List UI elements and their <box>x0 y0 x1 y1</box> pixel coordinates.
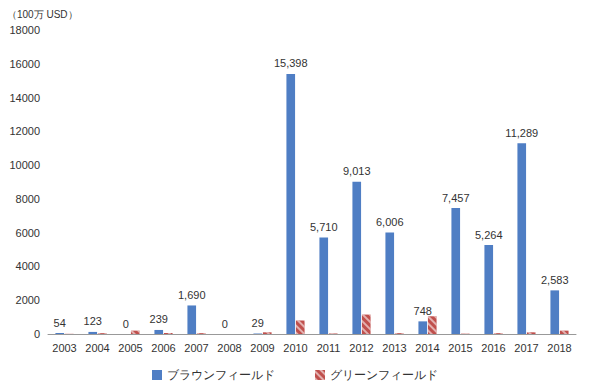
svg-text:2005: 2005 <box>118 342 142 354</box>
svg-text:1,690: 1,690 <box>178 289 206 301</box>
svg-text:18000: 18000 <box>9 24 40 36</box>
svg-text:12000: 12000 <box>9 125 40 137</box>
svg-text:2004: 2004 <box>85 342 109 354</box>
svg-text:0: 0 <box>123 318 129 330</box>
svg-text:5,264: 5,264 <box>475 229 503 241</box>
svg-text:10000: 10000 <box>9 159 40 171</box>
svg-text:2010: 2010 <box>283 342 307 354</box>
svg-text:0: 0 <box>222 318 228 330</box>
svg-text:9,013: 9,013 <box>343 165 371 177</box>
svg-text:2012: 2012 <box>349 342 373 354</box>
svg-text:4000: 4000 <box>16 260 40 272</box>
svg-text:0: 0 <box>34 328 40 340</box>
svg-text:29: 29 <box>252 317 264 329</box>
svg-text:グリーンフィールド: グリーンフィールド <box>330 368 438 382</box>
svg-text:2,583: 2,583 <box>541 274 569 286</box>
svg-text:2007: 2007 <box>184 342 208 354</box>
svg-text:6,006: 6,006 <box>376 216 404 228</box>
svg-text:2017: 2017 <box>514 342 538 354</box>
svg-text:54: 54 <box>54 317 66 329</box>
svg-text:5,710: 5,710 <box>310 221 338 233</box>
svg-text:ブラウンフィールド: ブラウンフィールド <box>167 368 275 382</box>
svg-text:2008: 2008 <box>217 342 241 354</box>
svg-text:16000: 16000 <box>9 58 40 70</box>
svg-text:6000: 6000 <box>16 227 40 239</box>
svg-text:2018: 2018 <box>547 342 571 354</box>
svg-text:2014: 2014 <box>415 342 439 354</box>
svg-text:239: 239 <box>150 313 168 325</box>
svg-text:8000: 8000 <box>16 193 40 205</box>
svg-text:2003: 2003 <box>52 342 76 354</box>
svg-text:748: 748 <box>414 305 432 317</box>
svg-text:（100万 USD）: （100万 USD） <box>7 9 78 20</box>
svg-text:15,398: 15,398 <box>274 57 308 69</box>
svg-text:11,289: 11,289 <box>505 127 538 139</box>
svg-text:7,457: 7,457 <box>442 192 470 204</box>
svg-text:2013: 2013 <box>382 342 406 354</box>
svg-text:2016: 2016 <box>481 342 505 354</box>
svg-text:2006: 2006 <box>151 342 175 354</box>
svg-text:14000: 14000 <box>9 92 40 104</box>
svg-text:2000: 2000 <box>16 294 40 306</box>
svg-text:2009: 2009 <box>250 342 274 354</box>
svg-text:123: 123 <box>84 315 102 327</box>
svg-text:2011: 2011 <box>317 342 341 354</box>
svg-text:2015: 2015 <box>448 342 472 354</box>
